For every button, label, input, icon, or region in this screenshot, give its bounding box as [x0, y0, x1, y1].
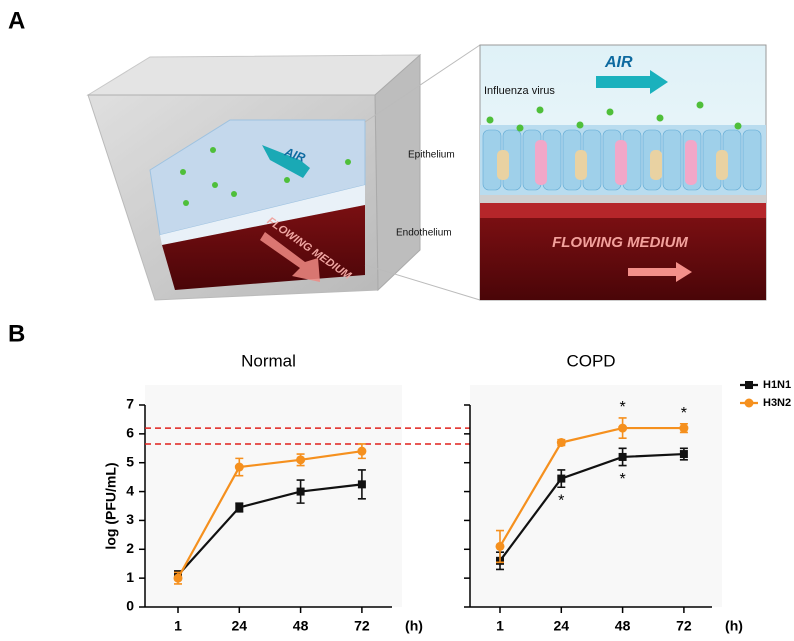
virus-label: Influenza virus [484, 85, 555, 97]
y-axis-label: log (PFU/mL) [103, 462, 119, 549]
data-point [234, 462, 244, 472]
y-tick-label: 7 [126, 396, 134, 412]
data-point [618, 423, 628, 433]
y-tick-label: 5 [126, 453, 134, 469]
y-tick-label: 6 [126, 425, 134, 441]
data-point [296, 455, 306, 465]
series-line [177, 483, 363, 576]
significance-mark: * [619, 471, 625, 488]
data-point [296, 487, 305, 496]
legend-marker [745, 381, 753, 389]
inset-air-label: AIR [604, 54, 633, 71]
y-tick-label: 3 [126, 511, 134, 527]
legend-label: H1N1 [763, 379, 791, 391]
inset-medium-label: FLOWING MEDIUM [552, 234, 688, 251]
data-point [357, 480, 366, 489]
data-point [618, 452, 627, 461]
chip-illustration: AIR FLOWING MEDIUM [86, 44, 481, 301]
x-tick-label: 48 [615, 618, 631, 634]
series-line [177, 450, 363, 579]
plot-background [145, 385, 402, 607]
epithelium-label: Epithelium [408, 150, 455, 161]
y-tick-label: 2 [126, 540, 134, 556]
x-unit-label: (h) [405, 618, 423, 634]
significance-mark: * [619, 399, 625, 416]
chart-title: Normal [241, 351, 296, 370]
plot-background [470, 385, 722, 607]
data-point [557, 474, 566, 483]
x-unit-label: (h) [725, 618, 743, 634]
series-line [499, 426, 684, 547]
data-point [679, 423, 689, 433]
chart-title: COPD [566, 351, 615, 370]
data-point [679, 450, 688, 459]
series-line [499, 452, 684, 562]
y-tick-label: 0 [126, 598, 134, 614]
significance-mark: * [681, 405, 687, 422]
x-tick-label: 24 [554, 618, 570, 634]
panel-label: A [8, 7, 25, 34]
inset-illustration: AIR Influenza virus FLOWING MEDIUM [479, 44, 767, 301]
x-tick-label: 1 [496, 618, 504, 634]
legend-marker [744, 398, 754, 408]
data-point [173, 573, 183, 583]
panel-label: B [8, 320, 25, 347]
legend-label: H3N2 [763, 397, 791, 409]
x-tick-label: 48 [293, 618, 309, 634]
y-tick-label: 1 [126, 569, 134, 585]
charts: Normal 0 1 2 3 4 5 6 7 1 24 48 72 (h) log (PFU/mL) COPD… [103, 351, 791, 633]
data-point [235, 503, 244, 512]
data-point [495, 541, 505, 551]
data-point [357, 446, 367, 456]
x-tick-label: 72 [354, 618, 370, 634]
data-point [556, 438, 566, 448]
x-tick-label: 1 [174, 618, 182, 634]
x-tick-label: 24 [232, 618, 248, 634]
endothelium-label: Endothelium [396, 228, 452, 239]
x-tick-label: 72 [676, 618, 692, 634]
significance-mark: * [558, 492, 564, 509]
y-tick-label: 4 [126, 482, 134, 498]
